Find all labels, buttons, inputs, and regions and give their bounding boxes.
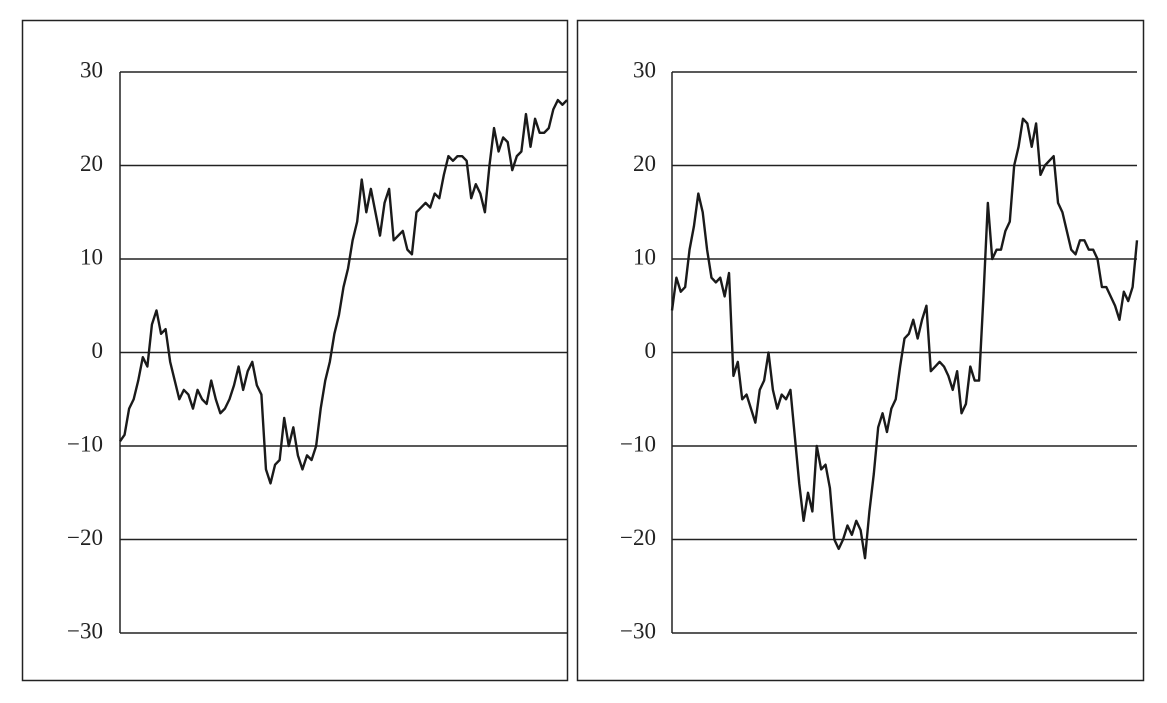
y-tick-label: 20 <box>80 151 103 176</box>
panel-frame <box>21 19 569 682</box>
y-tick-label: −30 <box>67 618 103 643</box>
y-tick-label: −20 <box>620 525 656 550</box>
y-tick-label: 0 <box>645 338 657 363</box>
y-tick-label: 10 <box>633 244 656 269</box>
data-line <box>670 117 1139 560</box>
y-tick-label: 0 <box>92 338 104 363</box>
y-tick-label: −10 <box>67 431 103 456</box>
y-tick-label: −30 <box>620 618 656 643</box>
y-tick-label: 20 <box>633 151 656 176</box>
y-tick-label: −10 <box>620 431 656 456</box>
y-tick-label: 10 <box>80 244 103 269</box>
panel-frame <box>576 19 1145 682</box>
y-tick-label: −20 <box>67 525 103 550</box>
y-tick-label: 30 <box>633 57 656 82</box>
y-tick-label: 30 <box>80 57 103 82</box>
data-line <box>119 98 568 485</box>
